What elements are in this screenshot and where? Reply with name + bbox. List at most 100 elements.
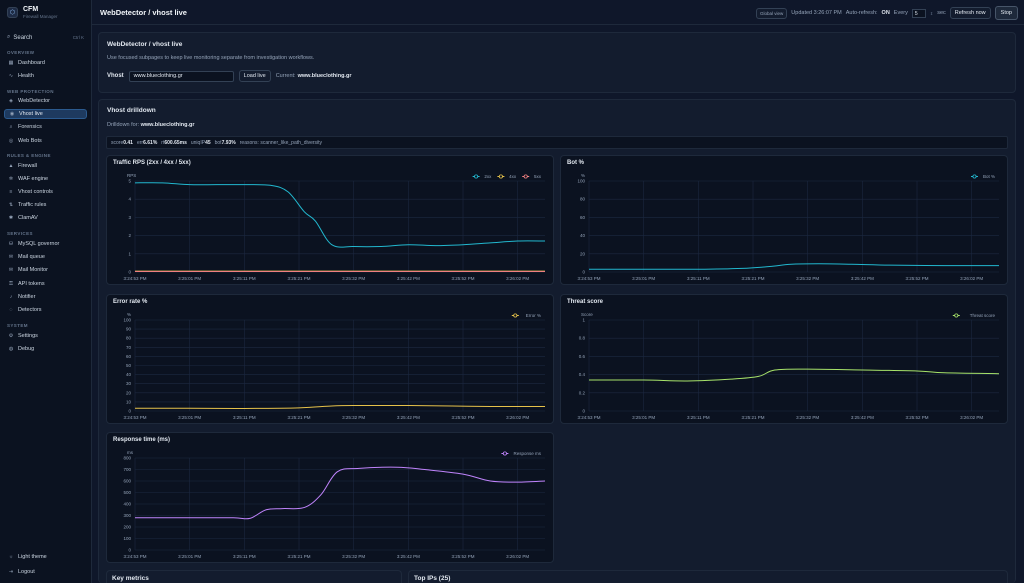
y-tick-label: 0.6 — [579, 354, 586, 359]
y-tick-label: 100 — [577, 179, 585, 184]
y-tick-label: 0.8 — [579, 336, 586, 341]
logout-button[interactable]: ⇥ Logout — [4, 567, 87, 577]
sidebar-item-api-tokens[interactable]: ⚿ API tokens — [4, 279, 87, 289]
x-tick-label: 3:26:02 PM — [960, 415, 983, 420]
y-tick-label: 4 — [128, 197, 131, 202]
x-tick-label: 3:26:02 PM — [960, 276, 983, 281]
stepper-icon[interactable]: ⇕ — [929, 10, 934, 16]
stat-label: score — [111, 139, 124, 146]
shield-icon: ◈ — [9, 98, 13, 104]
x-tick-label: 3:25:11 PM — [233, 276, 256, 281]
y-axis-label: % — [581, 173, 585, 178]
sidebar-item-mysql-governor[interactable]: ⛁ MySQL governor — [4, 239, 87, 249]
legend-label: 4xx — [509, 174, 517, 179]
sliders-icon: ≡ — [9, 189, 13, 195]
x-tick-label: 3:25:21 PM — [287, 554, 310, 559]
x-tick-label: 3:25:21 PM — [287, 415, 310, 420]
legend-label: Threat score — [970, 313, 996, 318]
x-tick-label: 3:25:11 PM — [233, 415, 256, 420]
y-tick-label: 0.4 — [579, 372, 586, 377]
sidebar-item-settings[interactable]: ⚙ Settings — [4, 331, 87, 341]
x-tick-label: 3:25:52 PM — [451, 554, 474, 559]
dashboard-icon: ▦ — [8, 60, 14, 66]
sidebar-item-forensics[interactable]: ⌕ Forensics — [4, 122, 87, 132]
sidebar-item-web-bots[interactable]: ◎ Web Bots — [4, 136, 87, 146]
drilldown-label: Drilldown for: — [107, 122, 140, 128]
y-tick-label: 600 — [123, 479, 131, 484]
sidebar-item-debug[interactable]: ◍ Debug — [4, 344, 87, 354]
x-tick-label: 3:24:53 PM — [123, 415, 146, 420]
sidebar-item-vhost-controls[interactable]: ≡ Vhost controls — [4, 187, 87, 197]
sidebar-item-mail-queue[interactable]: ✉ Mail queue — [4, 252, 87, 262]
y-tick-label: 80 — [126, 336, 132, 341]
key-metrics-card: Key metrics — [106, 570, 402, 583]
sidebar-item-label: ClamAV — [18, 215, 38, 221]
sidebar-item-mail-monitor[interactable]: ✉ Mail Monitor — [4, 265, 87, 275]
legend-marker — [513, 313, 518, 318]
x-tick-label: 3:25:42 PM — [851, 276, 874, 281]
y-tick-label: 0 — [128, 270, 131, 275]
x-tick-label: 3:25:01 PM — [178, 415, 201, 420]
sidebar-item-firewall[interactable]: ▲ Firewall — [4, 161, 87, 171]
light-theme-toggle[interactable]: ☼ Light theme — [4, 552, 87, 562]
stat-label: uniqIP — [190, 139, 206, 146]
y-tick-label: 10 — [126, 399, 132, 404]
key-icon: ⚿ — [9, 281, 13, 287]
intro-title: WebDetector / vhost live — [107, 41, 183, 48]
x-tick-label: 3:25:52 PM — [451, 276, 474, 281]
chart-title: Response time (ms) — [113, 437, 171, 443]
refresh-now-button[interactable]: Refresh now — [949, 7, 991, 19]
intro-card: WebDetector / vhost live Use focused sub… — [98, 32, 1016, 93]
series-line-response-ms — [134, 466, 546, 520]
legend-marker — [972, 174, 977, 179]
sidebar-search[interactable]: ⌕ Search Ctrl K — [5, 33, 86, 42]
chart-title: Error rate % — [113, 299, 148, 305]
top-ips-title: Top IPs (25) — [414, 575, 451, 582]
y-tick-label: 500 — [123, 490, 131, 495]
y-tick-label: 100 — [123, 536, 131, 541]
sidebar-item-webdetector[interactable]: ◈ WebDetector — [4, 96, 87, 106]
sidebar-item-waf-engine[interactable]: ✲ WAF engine — [4, 174, 87, 184]
sidebar-item-label: Vhost controls — [18, 189, 53, 195]
database-icon: ⛁ — [8, 241, 14, 247]
light-theme-label: Light theme — [18, 554, 47, 560]
y-tick-label: 30 — [126, 381, 132, 386]
sidebar-item-detectors[interactable]: ◌ Detectors — [4, 305, 87, 315]
search-icon: ⌕ — [9, 124, 13, 130]
x-tick-label: 3:24:53 PM — [123, 276, 146, 281]
every-label: Every — [893, 10, 908, 16]
stop-button[interactable]: Stop — [994, 6, 1018, 20]
key-metrics-title: Key metrics — [112, 575, 149, 582]
legend-label: 2xx — [484, 174, 492, 179]
sidebar-item-label: Dashboard — [18, 60, 45, 66]
bot-percent-chart: Bot %% 0 20 40 60 80 100 3:24:53 PM 3:25:01 PM 3:… — [560, 155, 1008, 285]
vhost-input[interactable]: www.blueclothing.gr — [128, 70, 234, 82]
chart-title: Threat score — [567, 299, 604, 305]
brand[interactable]: ⬡ CFM Firewall Manager — [7, 6, 58, 19]
sidebar-item-dashboard[interactable]: ▦ Dashboard — [4, 58, 87, 68]
y-tick-label: 20 — [126, 390, 132, 395]
sidebar-item-label: Vhost live — [19, 111, 43, 117]
sidebar-item-health[interactable]: ∿ Health — [4, 71, 87, 81]
stat-label: err — [136, 139, 144, 146]
chart-svg: Score 0 0.2 0.4 0.6 0.8 1 3:24:53 PM 3:25:01 PM 3… — [577, 312, 1000, 420]
sidebar-item-traffic-rules[interactable]: ⇅ Traffic rules — [4, 200, 87, 210]
sidebar-item-label: Notifier — [18, 294, 36, 300]
sidebar-item-label: API tokens — [18, 281, 45, 287]
x-tick-label: 3:26:02 PM — [506, 276, 529, 281]
sidebar-item-label: Firewall — [18, 163, 37, 169]
legend-label: Error % — [526, 313, 541, 318]
sidebar-item-notifier[interactable]: ♪ Notifier — [4, 292, 87, 302]
stat-value: 45 — [205, 139, 211, 146]
fire-icon: ▲ — [8, 163, 14, 169]
stat-score: score0.41 — [111, 140, 133, 146]
load-live-button[interactable]: Load live — [238, 70, 271, 82]
sidebar-item-clamav[interactable]: ✱ ClamAV — [4, 213, 87, 223]
legend-label: Response ms — [513, 451, 541, 456]
sec-label: sec — [937, 10, 946, 16]
y-tick-label: 40 — [580, 233, 586, 238]
stat-err: err6.61% — [137, 140, 157, 146]
global-view-button[interactable]: Global view — [756, 7, 788, 19]
refresh-interval-input[interactable]: 5 — [911, 8, 926, 18]
sidebar-item-vhost-live[interactable]: ◉ Vhost live — [4, 109, 87, 119]
